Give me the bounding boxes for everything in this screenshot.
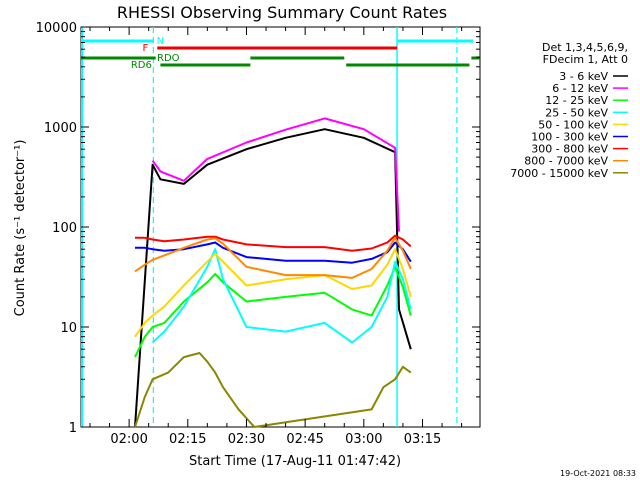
x-axis-ticks: 02:00 02:15 02:30 02:45 03:00 03:15 — [89, 27, 463, 447]
flag-label: F — [142, 43, 148, 54]
y-axis-label: Count Rate (s⁻¹ detector⁻¹) — [13, 140, 28, 317]
legend-entry-label: 6 - 12 keV — [552, 82, 608, 95]
x-tick-label: 02:45 — [286, 432, 323, 447]
flag-label: RDO — [157, 53, 180, 64]
legend-entry-label: 3 - 6 keV — [559, 70, 608, 83]
series-line — [135, 234, 412, 252]
y-tick-label: 10000 — [36, 21, 77, 36]
x-tick-label: 02:30 — [228, 432, 265, 447]
x-axis-label: Start Time (17-Aug-11 01:47:42) — [189, 454, 401, 469]
legend-header-1: Det 1,3,4,5,6,9, — [542, 41, 628, 54]
y-tick-label: 1 — [69, 421, 77, 436]
legend-entry-label: 25 - 50 keV — [545, 106, 608, 119]
flag-label: N — [157, 36, 164, 47]
series-line — [134, 352, 412, 428]
series-line — [134, 128, 412, 428]
plot-frame — [80, 26, 481, 428]
y-tick-label: 10 — [60, 321, 77, 336]
y-tick-label: 1000 — [44, 121, 77, 136]
series-line — [134, 236, 412, 279]
series-lines — [134, 117, 412, 428]
series-line — [151, 248, 412, 344]
legend-entry-label: 300 - 800 keV — [531, 143, 608, 156]
legend-header-2: FDecim 1, Att 0 — [543, 53, 628, 66]
x-tick-label: 02:00 — [110, 432, 147, 447]
timestamp: 19-Oct-2021 08:33 — [560, 469, 636, 478]
y-tick-label: 100 — [52, 221, 77, 236]
flag-bars: NF RDO RD6 — [81, 36, 480, 71]
y-axis-ticks: 1 10 100 1000 10000 — [36, 21, 480, 436]
legend-entry-label: 12 - 25 keV — [545, 94, 608, 107]
x-tick-label: 02:15 — [169, 432, 206, 447]
plot-border — [80, 26, 481, 428]
series-line — [135, 241, 412, 264]
legend-entry-label: 7000 - 15000 keV — [510, 167, 608, 180]
legend-entry-label: 800 - 7000 keV — [524, 155, 608, 168]
legend-entry-label: 50 - 100 keV — [538, 118, 608, 131]
flag-label: RD6 — [131, 60, 152, 71]
legend-entry-label: 100 - 300 keV — [531, 131, 608, 144]
legend: Det 1,3,4,5,6,9, FDecim 1, Att 0 3 - 6 k… — [510, 41, 628, 180]
x-tick-label: 03:15 — [404, 432, 441, 447]
chart-title: RHESSI Observing Summary Count Rates — [117, 3, 447, 22]
x-tick-label: 03:00 — [345, 432, 382, 447]
series-line — [134, 265, 412, 358]
series-line — [134, 248, 412, 338]
series-line — [151, 117, 400, 232]
